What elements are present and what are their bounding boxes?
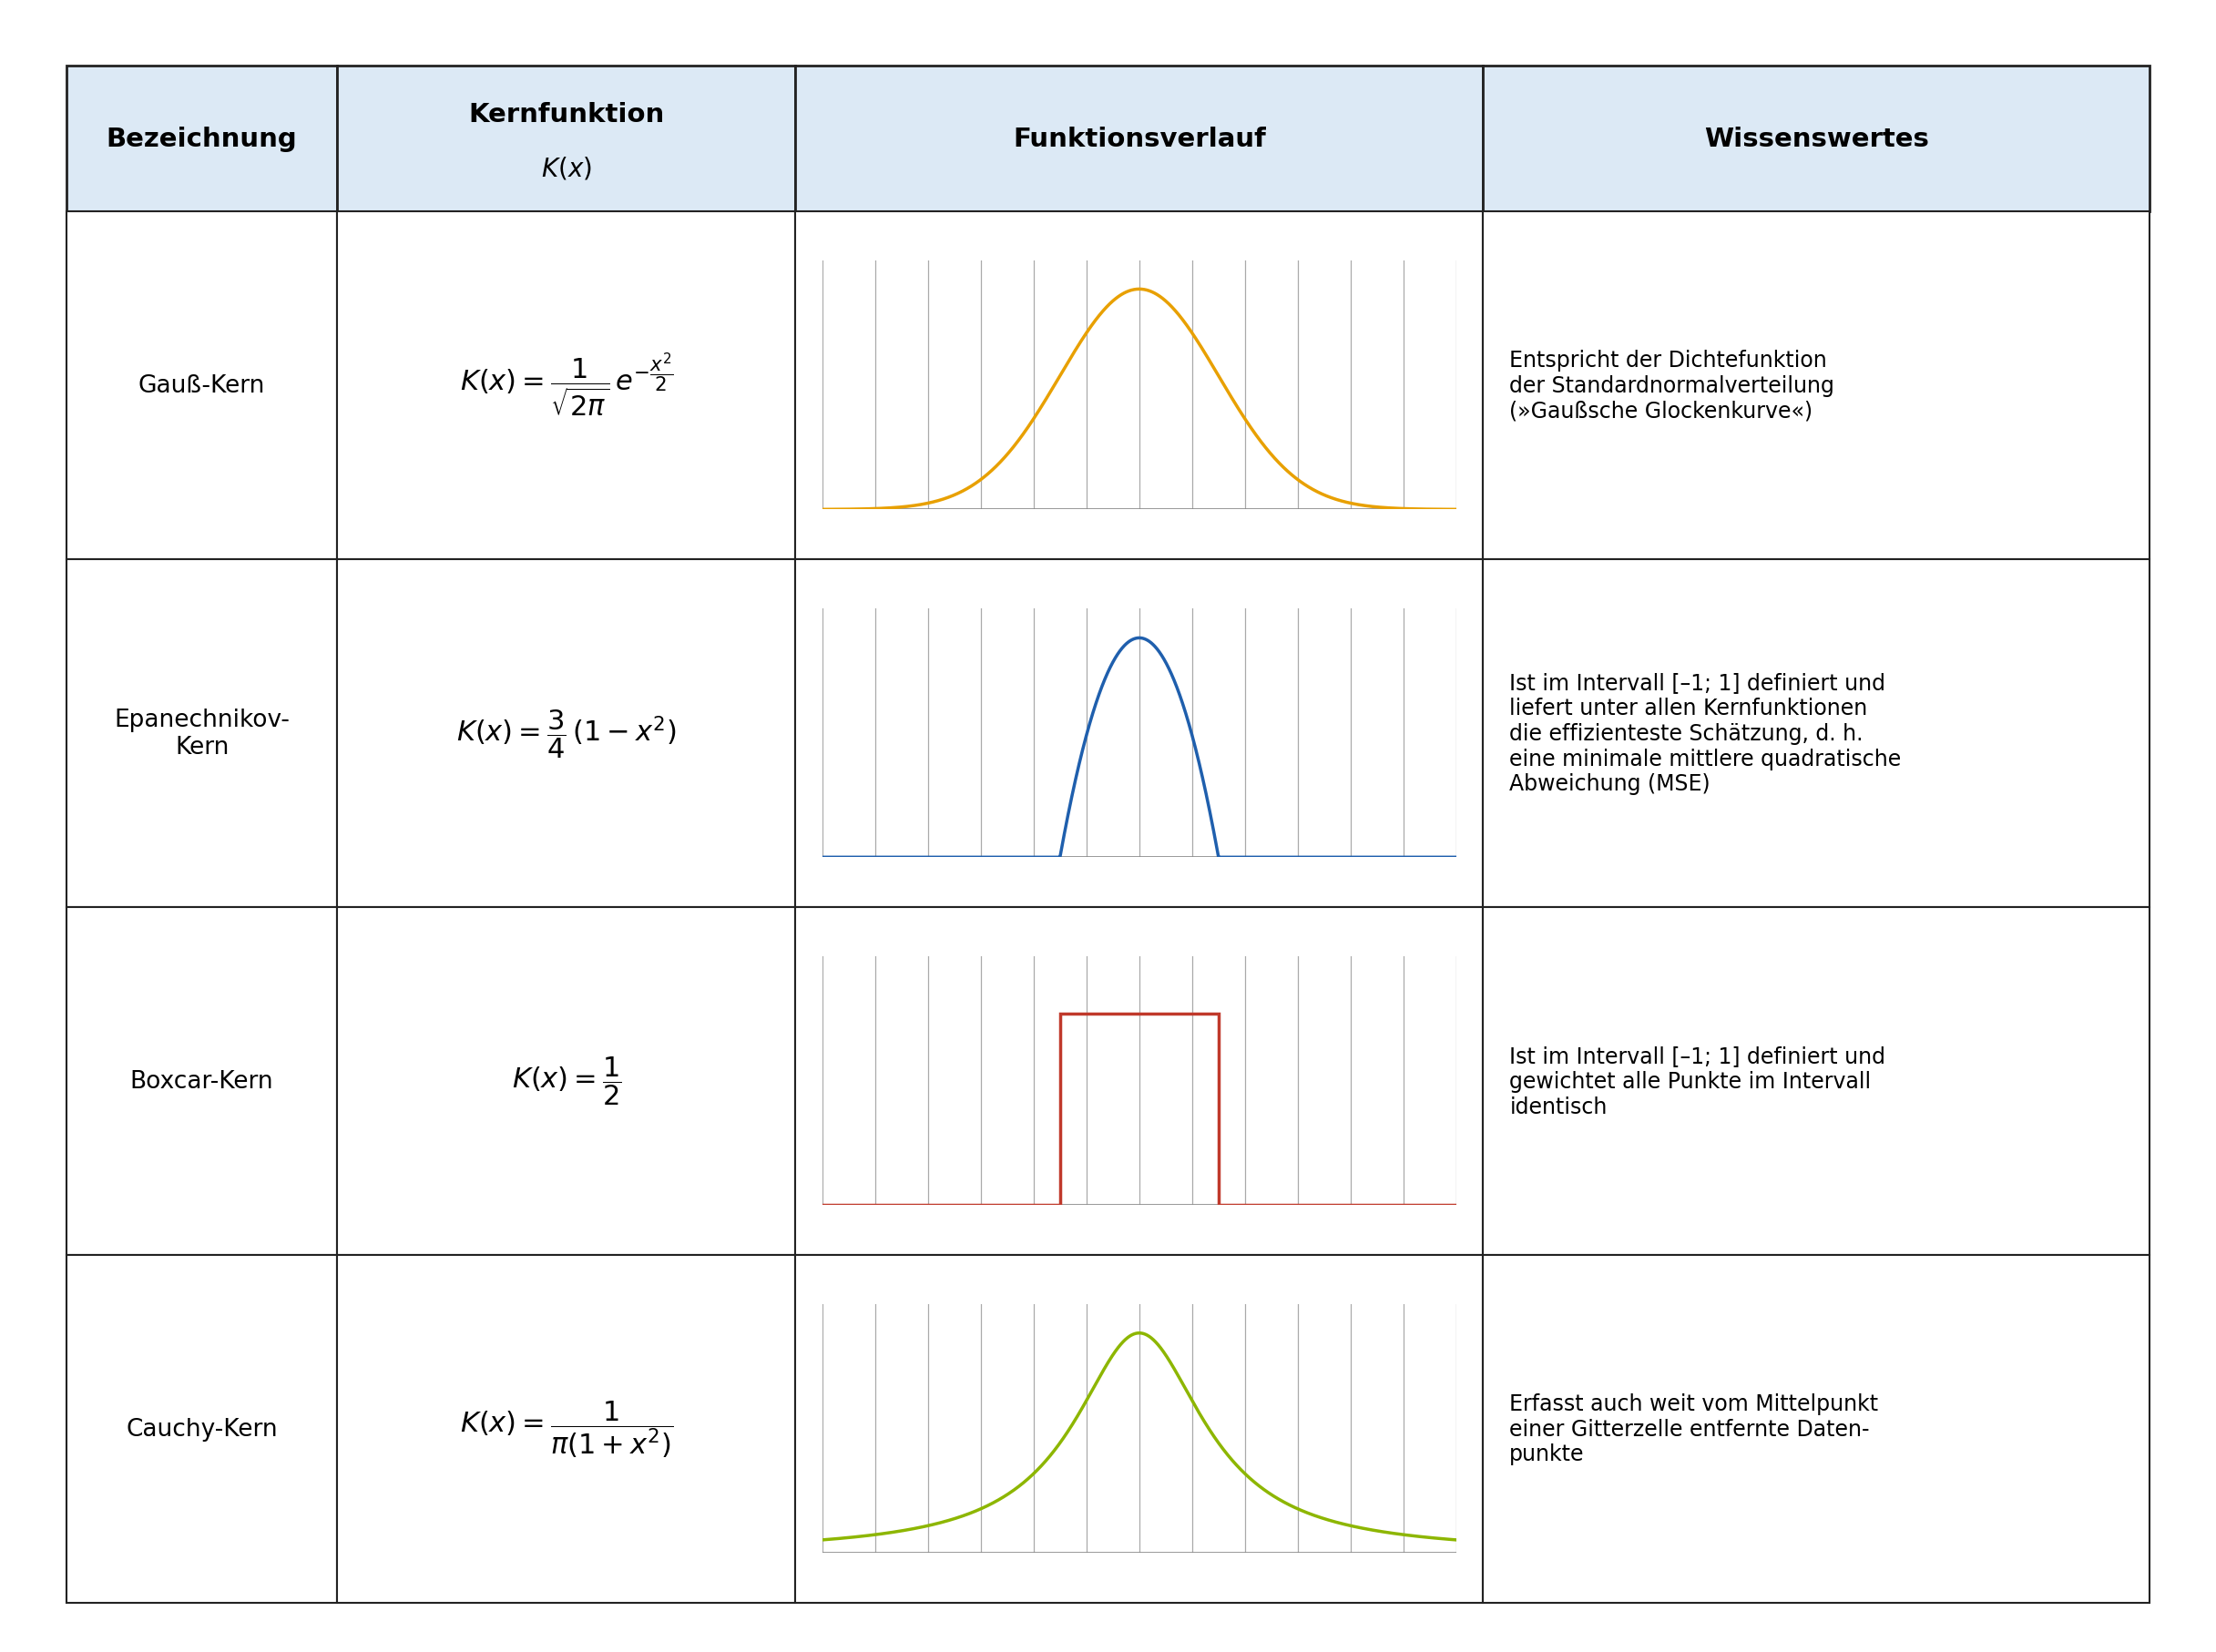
Bar [1483, 907, 2150, 1256]
Bar [66, 211, 337, 560]
Bar [796, 211, 1483, 560]
Bar [337, 907, 796, 1256]
Text: $K(x) = \dfrac{1}{\sqrt{2\pi}}\,e^{-\dfrac{x^2}{2}}$: $K(x) = \dfrac{1}{\sqrt{2\pi}}\,e^{-\dfr… [459, 352, 674, 420]
Text: Bezeichnung: Bezeichnung [106, 126, 297, 152]
Text: Entspricht der Dichtefunktion
der Standardnormalverteilung
(»Gaußsche Glockenkur: Entspricht der Dichtefunktion der Standa… [1509, 350, 1835, 421]
Bar [796, 907, 1483, 1256]
Text: Epanechnikov-
Kern: Epanechnikov- Kern [113, 709, 290, 758]
Bar [337, 560, 796, 907]
Bar [1483, 1256, 2150, 1602]
Text: Gauß-Kern: Gauß-Kern [137, 373, 266, 398]
Bar [66, 1256, 337, 1602]
Text: $K(x)$: $K(x)$ [541, 155, 592, 182]
Text: Ist im Intervall [–1; 1] definiert und
gewichtet alle Punkte im Intervall
identi: Ist im Intervall [–1; 1] definiert und g… [1509, 1044, 1886, 1117]
Bar [66, 907, 337, 1256]
Bar [796, 1256, 1483, 1602]
Text: Kernfunktion: Kernfunktion [468, 101, 665, 127]
Bar [337, 211, 796, 560]
Bar [337, 66, 796, 211]
Text: Boxcar-Kern: Boxcar-Kern [131, 1069, 273, 1094]
Text: $K(x) = \dfrac{1}{\pi(1 + x^2)}$: $K(x) = \dfrac{1}{\pi(1 + x^2)}$ [459, 1398, 674, 1459]
Bar [66, 560, 337, 907]
Text: $K(x) = \dfrac{3}{4}\,(1 - x^2)$: $K(x) = \dfrac{3}{4}\,(1 - x^2)$ [456, 707, 676, 760]
Text: Cauchy-Kern: Cauchy-Kern [126, 1417, 277, 1441]
Bar [796, 560, 1483, 907]
Bar [337, 1256, 796, 1602]
Bar [1483, 66, 2150, 211]
Text: Wissenswertes: Wissenswertes [1704, 126, 1928, 152]
Bar [66, 66, 337, 211]
Text: Ist im Intervall [–1; 1] definiert und
liefert unter allen Kernfunktionen
die ef: Ist im Intervall [–1; 1] definiert und l… [1509, 672, 1901, 795]
Bar [1483, 560, 2150, 907]
Bar [1483, 211, 2150, 560]
Text: $K(x) = \dfrac{1}{2}$: $K(x) = \dfrac{1}{2}$ [512, 1056, 620, 1107]
Text: Erfasst auch weit vom Mittelpunkt
einer Gitterzelle entfernte Daten-
punkte: Erfasst auch weit vom Mittelpunkt einer … [1509, 1393, 1879, 1465]
Bar [796, 66, 1483, 211]
Text: Funktionsverlauf: Funktionsverlauf [1013, 126, 1265, 152]
